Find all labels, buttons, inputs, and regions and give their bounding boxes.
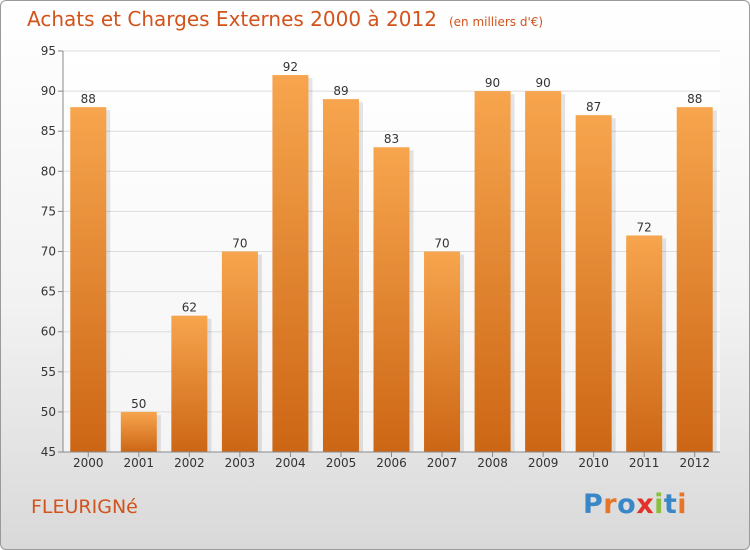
bar-value-label: 50 [131,397,146,411]
y-tick-label: 45 [41,445,56,459]
x-tick-label: 2009 [528,456,559,470]
bar-2005 [322,99,359,453]
axes-group: 45 50 55 60 65 70 75 80 85 90 95 2000 2001 2002 2003 20… [41,44,720,470]
logo-letter: x [636,489,655,520]
x-tick-label: 2003 [225,456,256,470]
chart-title: Achats et Charges Externes 2000 à 2012 (e… [27,7,543,31]
bar-value-label: 89 [333,84,348,98]
bar-2000 [70,107,107,452]
x-tick-label: 2005 [326,456,357,470]
bar-2011 [626,235,663,452]
bar-value-label: 90 [485,76,500,90]
bar-value-label: 70 [232,237,247,251]
y-tick-label: 50 [41,405,56,419]
x-tick-label: 2011 [629,456,660,470]
bar-value-label: 70 [434,237,449,251]
bar-2003 [221,251,258,452]
bar-2008 [474,91,511,452]
logo-letter: i [654,489,664,520]
x-tick-label: 2004 [275,456,306,470]
y-tick-label: 75 [41,204,56,218]
y-tick-label: 80 [41,164,56,178]
bar-value-label: 83 [384,132,399,146]
bar-2009 [525,91,562,452]
x-tick-label: 2006 [376,456,407,470]
x-tick-label: 2010 [578,456,609,470]
bars-group: 88 50 62 70 92 89 83 70 90 90 87 72 88 [70,60,717,453]
bar-value-label: 88 [687,92,702,106]
y-tick-label: 65 [41,285,56,299]
bar-value-label: 87 [586,100,601,114]
x-tick-label: 2002 [174,456,205,470]
bar-2002 [171,315,208,452]
logo-letter: o [617,489,637,520]
chart-subtitle: (en milliers d'€) [448,15,544,29]
bar-2012 [676,107,713,452]
y-tick-label: 85 [41,124,56,138]
y-tick-label: 60 [41,325,56,339]
bar-value-label: 72 [637,220,652,234]
x-tick-label: 2012 [679,456,710,470]
logo-letter: i [677,489,688,520]
bar-2001 [120,411,157,452]
logo-letter: r [603,489,618,520]
y-tick-label: 70 [41,245,56,259]
bar-value-label: 92 [283,60,298,74]
x-tick-label: 2001 [124,456,155,470]
x-tick-label: 2007 [427,456,458,470]
commune-name: FLEURIGNé [31,496,138,518]
bar-value-label: 88 [81,92,96,106]
y-tick-label: 90 [41,84,56,98]
bar-value-label: 62 [182,301,197,315]
proxiti-logo: Proxiti [583,489,687,520]
logo-letter: t [663,489,678,520]
bar-2007 [424,251,461,452]
logo-letter: P [583,489,604,520]
bar-2004 [272,75,309,452]
bar-2010 [575,115,612,452]
bar-value-label: 90 [535,76,550,90]
chart-title-text: Achats et Charges Externes 2000 à 2012 [27,7,437,31]
x-tick-label: 2008 [477,456,508,470]
y-tick-label: 55 [41,365,56,379]
x-tick-label: 2000 [73,456,104,470]
bar-2006 [373,147,410,453]
y-tick-label: 95 [41,44,56,58]
